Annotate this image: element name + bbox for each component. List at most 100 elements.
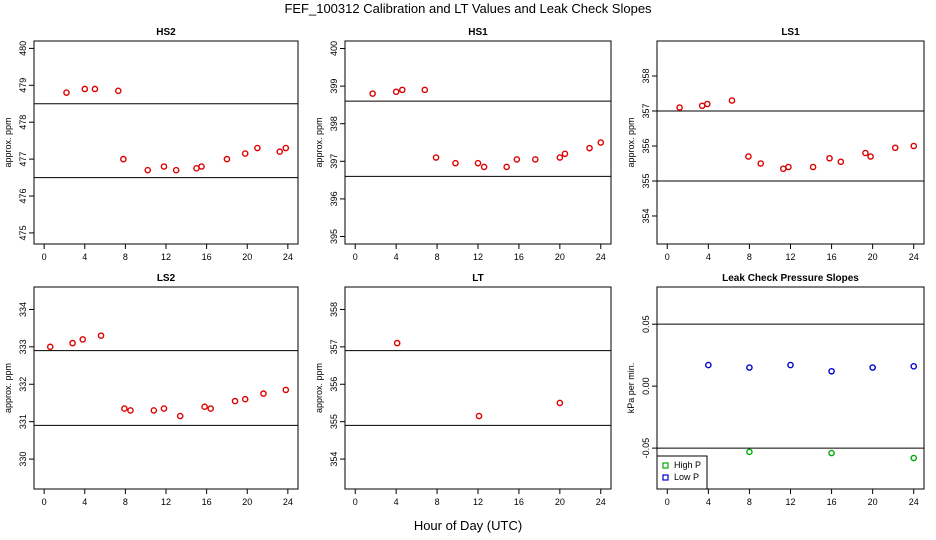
panel-2-values-point [586, 144, 593, 152]
panel-3-x-tick-label: 4 [706, 252, 711, 262]
panel-1-values-point [63, 89, 70, 96]
panel-3-y-axis-label: approx. ppm [626, 117, 636, 167]
panel-6-title: Leak Check Pressure Slopes [722, 273, 859, 284]
panel-4-y-tick-label: 332 [18, 377, 28, 392]
panel-6-x-tick-label: 16 [827, 497, 837, 507]
panel-2-frame [344, 40, 612, 245]
panel-3-y-tick-label: 355 [641, 173, 651, 188]
panel-1-values-point [282, 144, 290, 152]
panel-4-values-point [201, 403, 208, 411]
panel-5-x-tick-label: 8 [435, 497, 440, 507]
panel-4-title: LS2 [157, 273, 176, 284]
panel-2-values-point [452, 159, 459, 167]
panel-3-x-tick-label: 24 [909, 252, 919, 262]
panel-5-x-tick-label: 12 [473, 497, 483, 507]
panel-3-x-tick-label: 8 [747, 252, 752, 262]
panel-3-y-tick-label: 356 [641, 138, 651, 153]
panel-1-values-point [241, 150, 249, 157]
panel-2-values-point [421, 86, 429, 94]
panel-4-values-point [97, 332, 105, 339]
panel-2-x-tick-label: 16 [514, 252, 524, 262]
panel-4-y-tick-label: 333 [18, 339, 28, 354]
panel-4-values-point [207, 405, 214, 412]
panel-2-values-point [392, 88, 400, 96]
panel-1-frame [33, 40, 299, 245]
panel-6-low-p-point [787, 361, 794, 369]
panel-6-low-p-point [910, 363, 918, 370]
panel-2-values-point [597, 139, 605, 146]
panel-5-values-point [475, 412, 483, 420]
panel-4-x-tick-label: 20 [242, 497, 252, 507]
panel-1-y-tick-label: 480 [18, 41, 28, 56]
panel-3-frame [656, 40, 925, 245]
panel-3-values-point [745, 153, 752, 160]
panel-4-x-tick-label: 4 [82, 497, 87, 507]
panel-3-y-tick-label: 357 [641, 103, 651, 118]
panel-5-x-tick-label: 20 [555, 497, 565, 507]
panel-2-x-tick-label: 8 [435, 252, 440, 262]
panel-3-values-point [809, 163, 817, 171]
panel-6-legend-swatch [662, 474, 669, 481]
panel-6-legend-box [656, 455, 708, 490]
panel-1-x-tick-label: 20 [242, 252, 252, 262]
panel-6-high-p-point [828, 449, 835, 457]
panel-2-values-point [503, 163, 510, 171]
panel-1-x-tick-label: 12 [161, 252, 171, 262]
panel-2-y-tick-label: 395 [329, 229, 339, 244]
panel-1-values-point [276, 148, 284, 156]
panel-4-y-tick-label: 331 [18, 414, 28, 429]
panel-6-high-p-point [910, 454, 918, 462]
panel-5-y-tick-label: 358 [329, 302, 339, 317]
panel-2-x-tick-label: 20 [555, 252, 565, 262]
panel-3-title: LS1 [781, 27, 800, 38]
panel-5-frame [344, 286, 612, 490]
panel-2-x-tick-label: 4 [394, 252, 399, 262]
panel-1-y-tick-label: 478 [18, 115, 28, 130]
panel-1-x-tick-label: 0 [42, 252, 47, 262]
panel-3-y-tick-label: 358 [641, 68, 651, 83]
panel-6-legend-label: High P [674, 460, 701, 470]
panel-5-x-tick-label: 24 [596, 497, 606, 507]
panel-3-values-point [704, 100, 711, 108]
panel-4-values-point [69, 339, 76, 347]
panel-1-values-point [172, 166, 180, 174]
panel-6-x-tick-label: 12 [785, 497, 795, 507]
panel-3-values-point [757, 160, 765, 167]
panel-2-values-point [398, 86, 406, 94]
panel-6-x-tick-label: 0 [665, 497, 670, 507]
panel-3-values-point [837, 158, 845, 166]
panel-2-x-tick-label: 24 [596, 252, 606, 262]
panel-6-legend-swatch [662, 462, 669, 469]
panel-4-values-point [176, 412, 184, 420]
panel-1-values-point [198, 163, 205, 170]
panel-4-y-tick-label: 334 [18, 302, 28, 317]
panel-6-low-p-point [746, 364, 753, 371]
panel-3-values-point [826, 154, 833, 162]
panel-5-y-tick-label: 354 [329, 452, 339, 467]
panel-6-y-tick-label: -0.05 [641, 438, 651, 459]
panel-3-values-point [867, 153, 874, 160]
panel-3-values-point [780, 165, 787, 173]
panel-2-x-tick-label: 0 [353, 252, 358, 262]
panel-6-legend-label: Low P [674, 472, 699, 482]
panel-6-x-tick-label: 24 [909, 497, 919, 507]
panel-3-x-tick-label: 12 [785, 252, 795, 262]
panel-3-x-tick-label: 20 [868, 252, 878, 262]
panel-2-values-point [369, 90, 376, 97]
panel-2-y-tick-label: 399 [329, 79, 339, 94]
panel-4-values-point [260, 390, 267, 397]
panel-3-y-tick-label: 354 [641, 208, 651, 223]
panel-5-y-tick-label: 356 [329, 377, 339, 392]
panel-2-values-point [556, 154, 564, 161]
panel-2-y-tick-label: 400 [329, 41, 339, 56]
panel-1-y-tick-label: 479 [18, 78, 28, 93]
panel-1-x-tick-label: 16 [202, 252, 212, 262]
panel-6-low-p-point [869, 364, 876, 371]
panel-5-values-point [393, 339, 401, 347]
panel-4-x-tick-label: 0 [42, 497, 47, 507]
panel-1-values-point [91, 85, 99, 93]
panel-1-values-point [114, 87, 122, 95]
panel-6-x-tick-label: 8 [747, 497, 752, 507]
panel-6-y-tick-label: 0.00 [641, 377, 651, 395]
